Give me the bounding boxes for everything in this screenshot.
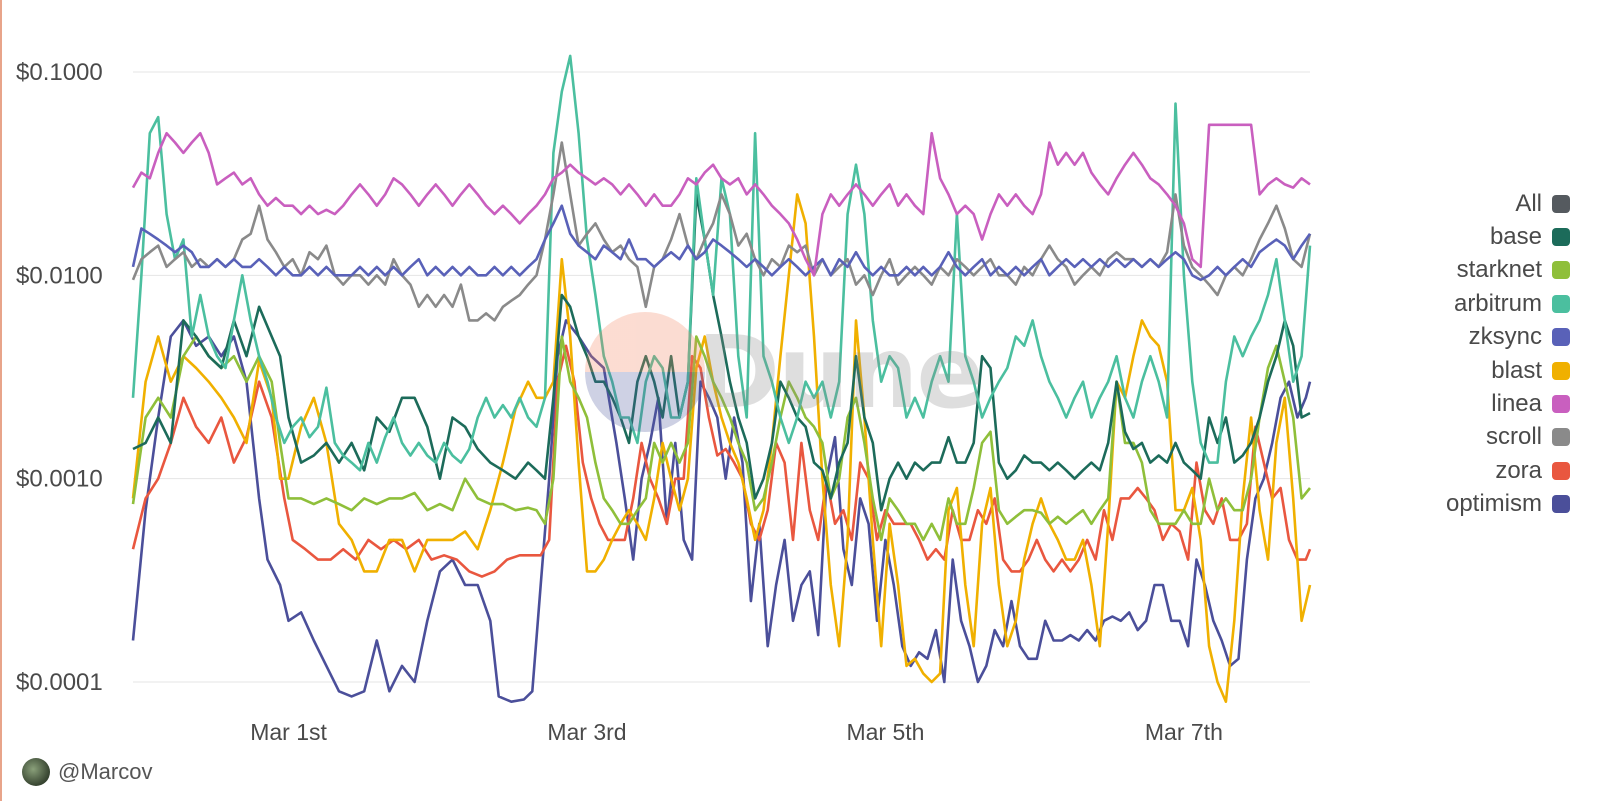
legend-swatch xyxy=(1552,428,1570,447)
legend-swatch xyxy=(1552,461,1570,480)
y-tick-label: $0.1000 xyxy=(16,59,103,86)
legend-label: linea xyxy=(1491,390,1542,418)
y-tick-label: $0.0001 xyxy=(16,669,103,696)
legend-item-arbitrum[interactable]: arbitrum xyxy=(1350,287,1570,320)
legend-item-All[interactable]: All xyxy=(1350,187,1570,220)
legend-item-linea[interactable]: linea xyxy=(1350,387,1570,420)
x-tick-label: Mar 3rd xyxy=(547,719,626,745)
legend-swatch xyxy=(1552,395,1570,414)
avatar[interactable] xyxy=(22,758,50,786)
legend-item-base[interactable]: base xyxy=(1350,220,1570,253)
legend-item-scroll[interactable]: scroll xyxy=(1350,421,1570,454)
legend-label: zksync xyxy=(1468,323,1542,351)
legend-label: blast xyxy=(1491,356,1542,384)
x-tick-label: Mar 7th xyxy=(1145,719,1223,745)
left-edge-border xyxy=(0,0,2,801)
legend-swatch xyxy=(1552,361,1570,380)
series-line-blast[interactable] xyxy=(131,193,1312,703)
legend: All base starknet arbitrum zksync blast linea s… xyxy=(1350,187,1570,521)
legend-item-blast[interactable]: blast xyxy=(1350,354,1570,387)
legend-swatch xyxy=(1552,194,1570,213)
series-line-scroll[interactable] xyxy=(131,141,1312,322)
y-tick-label: $0.0010 xyxy=(16,466,103,493)
legend-label: arbitrum xyxy=(1453,289,1542,317)
legend-label: optimism xyxy=(1445,490,1542,518)
legend-label: All xyxy=(1515,189,1542,217)
legend-item-zksync[interactable]: zksync xyxy=(1350,321,1570,354)
legend-swatch xyxy=(1552,228,1570,247)
legend-swatch xyxy=(1552,328,1570,347)
series-line-starknet[interactable] xyxy=(131,335,1312,542)
author-handle[interactable]: @Marcov xyxy=(58,759,153,784)
legend-label: zora xyxy=(1495,456,1542,484)
series-line-optimism[interactable] xyxy=(131,319,1312,703)
legend-label: starknet xyxy=(1456,256,1542,284)
legend-swatch xyxy=(1552,261,1570,280)
legend-item-zora[interactable]: zora xyxy=(1350,454,1570,487)
legend-swatch xyxy=(1552,495,1570,514)
legend-label: base xyxy=(1489,223,1542,251)
y-tick-label: $0.0100 xyxy=(16,262,103,289)
x-tick-label: Mar 1st xyxy=(250,719,327,745)
legend-swatch xyxy=(1552,294,1570,313)
x-tick-label: Mar 5th xyxy=(846,719,924,745)
legend-item-starknet[interactable]: starknet xyxy=(1350,254,1570,287)
series-line-linea[interactable] xyxy=(131,123,1311,277)
legend-label: scroll xyxy=(1485,423,1542,451)
series-line-zora[interactable] xyxy=(131,344,1312,578)
series-line-zksync[interactable] xyxy=(131,204,1312,282)
legend-item-optimism[interactable]: optimism xyxy=(1350,488,1570,521)
footer: @Marcov xyxy=(22,758,152,786)
